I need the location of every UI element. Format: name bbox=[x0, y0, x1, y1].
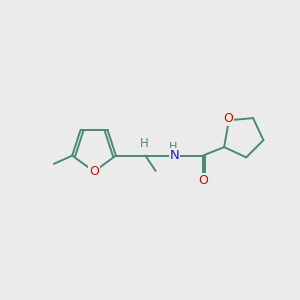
Text: H: H bbox=[140, 137, 148, 150]
Text: O: O bbox=[198, 174, 208, 187]
Text: O: O bbox=[224, 112, 233, 125]
Text: H: H bbox=[169, 142, 177, 152]
Text: O: O bbox=[89, 165, 99, 178]
Text: N: N bbox=[170, 149, 180, 162]
